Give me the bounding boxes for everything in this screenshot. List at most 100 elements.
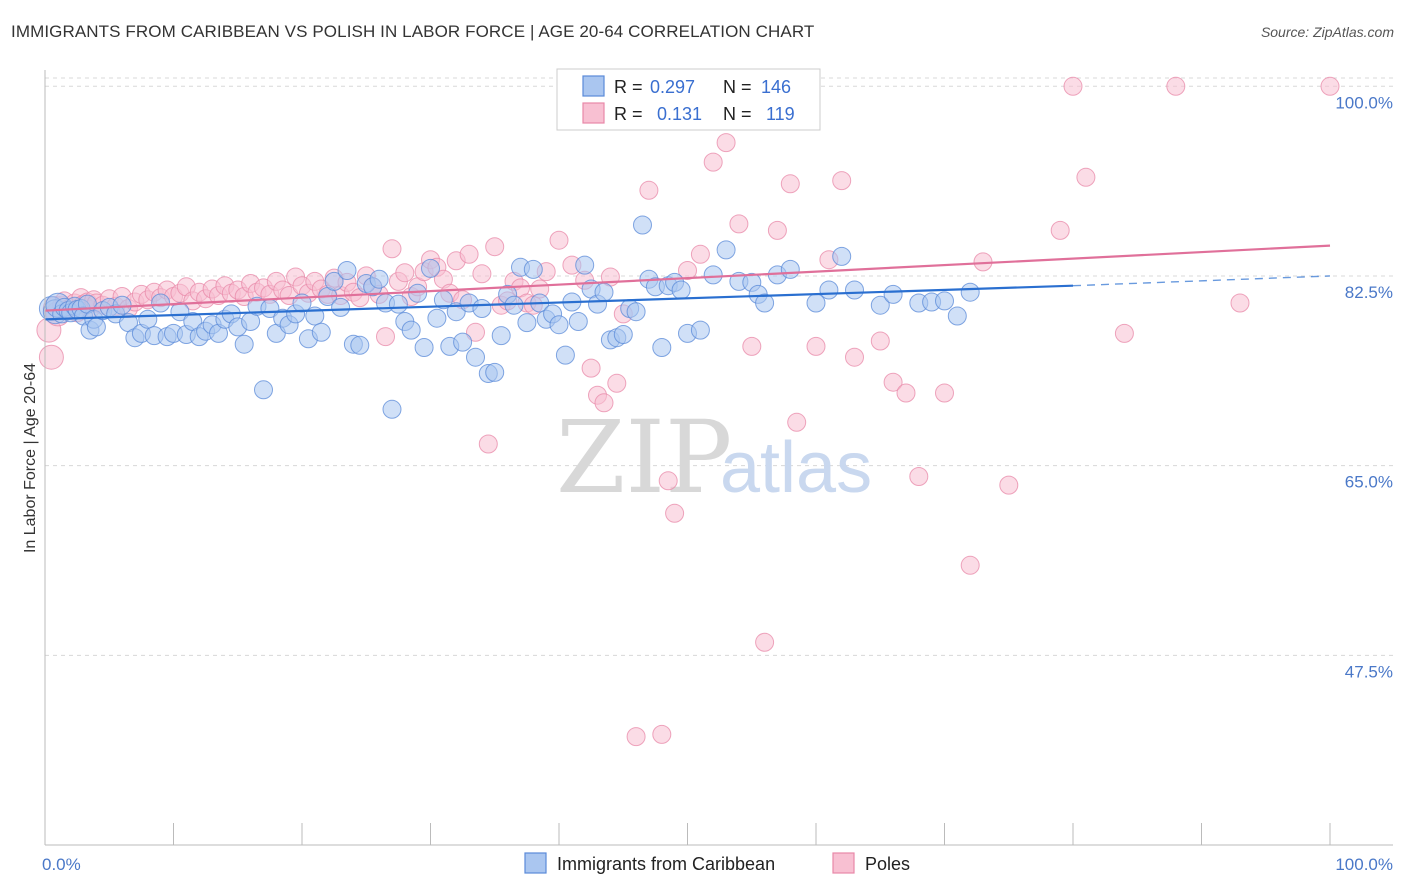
caribbean-point [703,265,723,285]
poles-point [658,471,678,491]
poles-point [742,336,762,356]
caribbean-point [517,313,537,333]
y-tick-label: 82.5% [1345,283,1393,302]
legend-n-value-poles: 119 [766,104,795,124]
caribbean-point [819,280,839,300]
caribbean-point [626,302,646,322]
poles-point [845,347,864,367]
poles-point [626,727,646,747]
poles-point [690,244,710,264]
legend-n-value-caribbean: 146 [761,77,791,97]
caribbean-point [311,322,331,342]
poles-point [1050,220,1070,240]
bottom-legend-label-poles: Poles [865,854,910,874]
poles-point [549,230,569,250]
caribbean-point [421,258,440,278]
caribbean-point [337,261,357,280]
poles-point [395,263,415,283]
x-tick-label-min: 0.0% [42,855,81,874]
poles-point [716,133,736,153]
legend-swatch-poles [582,102,605,124]
poles-point [594,393,614,413]
poles-point [581,358,601,378]
caribbean-point [883,284,903,304]
poles-point [485,237,505,257]
chart-title: IMMIGRANTS FROM CARIBBEAN VS POLISH IN L… [11,22,815,41]
caribbean-point [832,246,852,266]
poles-point [1230,293,1250,313]
caribbean-point [112,295,132,315]
caribbean-point [671,280,691,300]
poles-point [1114,323,1134,343]
poles-point [466,322,485,342]
poles-point [832,171,852,191]
caribbean-point [414,338,434,357]
caribbean-point [138,309,158,329]
bottom-legend-swatch-caribbean [524,852,547,874]
legend-swatch-caribbean [582,75,605,97]
poles-point [665,503,685,523]
poles-trend-line [44,244,1331,312]
poles-point [459,244,479,264]
poles-point [780,174,800,194]
caribbean-point [870,295,890,315]
x-tick-label-max: 100.0% [1335,855,1393,874]
axis-layer: 47.5% 65.0% 82.5% 100.0% [44,70,1393,846]
trend-layer [44,244,1331,321]
watermark-zip: ZIP [556,399,732,516]
caribbean-trend-line [44,284,1074,321]
caribbean-point [234,334,254,354]
caribbean-point [453,332,473,352]
caribbean-point [408,283,428,303]
poles-point [38,344,64,370]
caribbean-point [613,325,633,344]
caribbean-point [472,299,492,318]
poles-point [639,180,659,200]
watermark: ZIP atlas [556,399,872,516]
poles-point [909,467,929,486]
caribbean-point [935,291,954,311]
watermark-atlas: atlas [720,428,872,508]
caribbean-point [690,320,710,340]
caribbean-point [523,259,543,279]
caribbean-point [369,269,389,289]
caribbean-point [845,280,864,300]
poles-point [472,264,492,284]
poles-point [755,632,775,652]
caribbean-point [86,317,106,337]
caribbean-point [755,293,775,313]
poles-point [935,383,954,403]
poles-point [376,327,395,347]
caribbean-point [652,338,672,357]
legend-n-label-caribbean: N = [723,77,752,97]
poles-point [767,220,787,240]
caribbean-point [947,306,967,326]
caribbean-point [151,293,171,313]
legend-r-label-caribbean: R = [614,77,643,97]
poles-point [896,383,916,403]
caribbean-point [485,362,505,382]
series-legend: Immigrants from Caribbean Poles [524,852,910,874]
source-label: Source: ZipAtlas.com [1260,24,1394,40]
caribbean-point [324,271,344,291]
y-tick-label: 65.0% [1345,473,1393,492]
caribbean-point [254,380,273,400]
poles-point [999,475,1019,495]
caribbean-point [568,312,588,331]
poles-point [678,261,697,280]
caribbean-point [594,282,614,302]
poles-point [883,372,903,392]
y-tick-label: 47.5% [1345,662,1393,681]
poles-point [652,724,672,744]
caribbean-point [331,297,351,317]
poles-point [787,412,807,432]
poles-point [703,152,723,172]
caribbean-point [633,215,652,235]
caribbean-point [780,259,800,279]
caribbean-point [466,347,485,367]
caribbean-point [401,320,421,340]
poles-point [382,239,402,259]
correlation-legend: R = 0.297 N = 146 R = 0.131 N = 119 [556,68,821,131]
legend-r-value-poles: 0.131 [657,104,702,124]
poles-point [960,555,980,575]
